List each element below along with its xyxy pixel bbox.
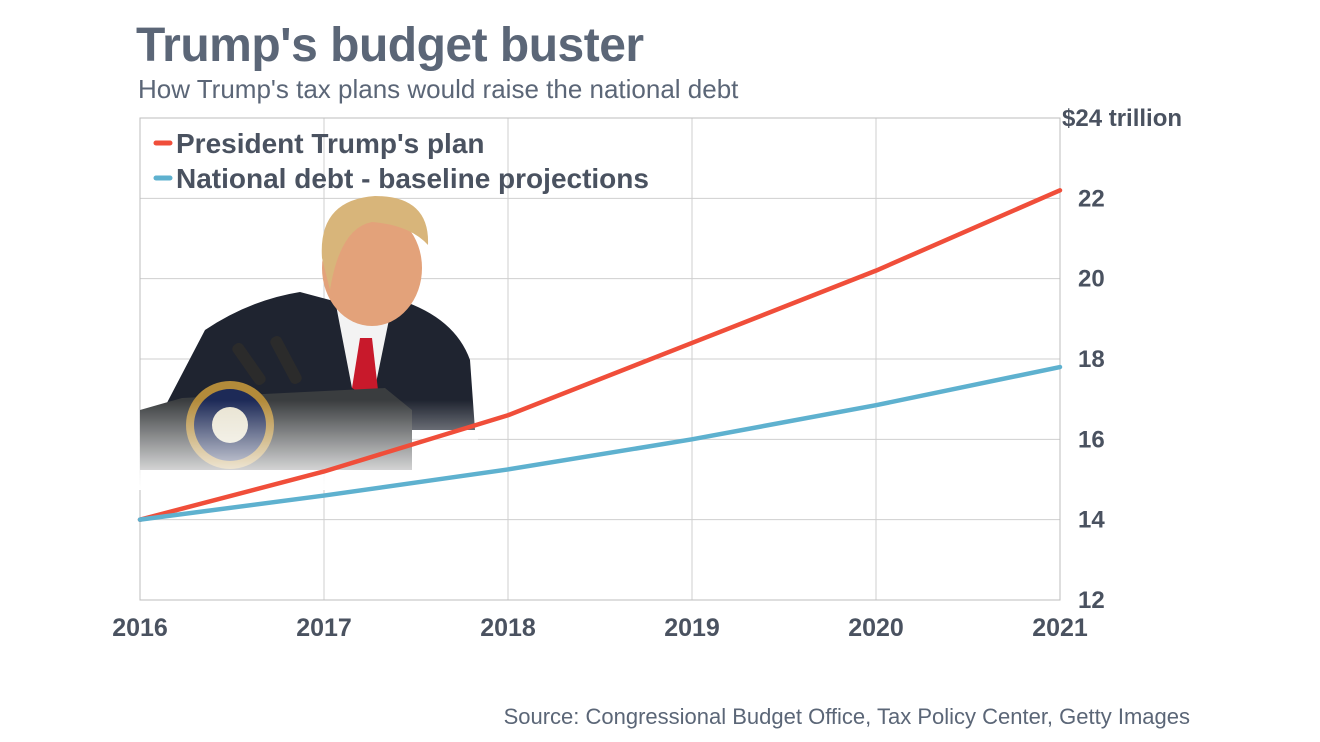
y-tick-label: 22 <box>1078 185 1105 212</box>
chart-subtitle: How Trump's tax plans would raise the na… <box>138 74 739 104</box>
x-tick-label: 2020 <box>848 614 904 642</box>
x-tick-label: 2019 <box>664 614 720 642</box>
podium-photo-icon <box>138 196 478 490</box>
y-tick-label: 12 <box>1078 587 1105 614</box>
legend-label: National debt - baseline projections <box>176 163 649 194</box>
x-axis-ticks: 2016 2017 2018 2019 2020 2021 <box>112 614 1088 642</box>
x-tick-label: 2016 <box>112 614 168 642</box>
y-tick-label: $24 trillion <box>1062 105 1182 132</box>
y-tick-label: 16 <box>1078 426 1105 453</box>
legend: President Trump's plan National debt - ba… <box>153 128 649 194</box>
plot-frame <box>139 117 1061 601</box>
x-tick-label: 2018 <box>480 614 536 642</box>
chart-title: Trump's budget buster <box>136 19 644 72</box>
x-tick-label: 2017 <box>296 614 352 642</box>
series-line <box>137 364 1063 522</box>
series-line <box>137 188 1063 522</box>
source-note: Source: Congressional Budget Office, Tax… <box>503 704 1190 729</box>
legend-label: President Trump's plan <box>176 128 485 159</box>
y-axis-ticks: 12 14 16 18 20 22 $24 trillion <box>1062 105 1182 614</box>
y-tick-label: 14 <box>1078 507 1105 534</box>
chart-grid <box>139 117 1061 601</box>
y-tick-label: 20 <box>1078 266 1105 293</box>
x-tick-label: 2021 <box>1032 614 1088 642</box>
series-lines <box>137 188 1063 522</box>
y-tick-label: 18 <box>1078 346 1105 373</box>
